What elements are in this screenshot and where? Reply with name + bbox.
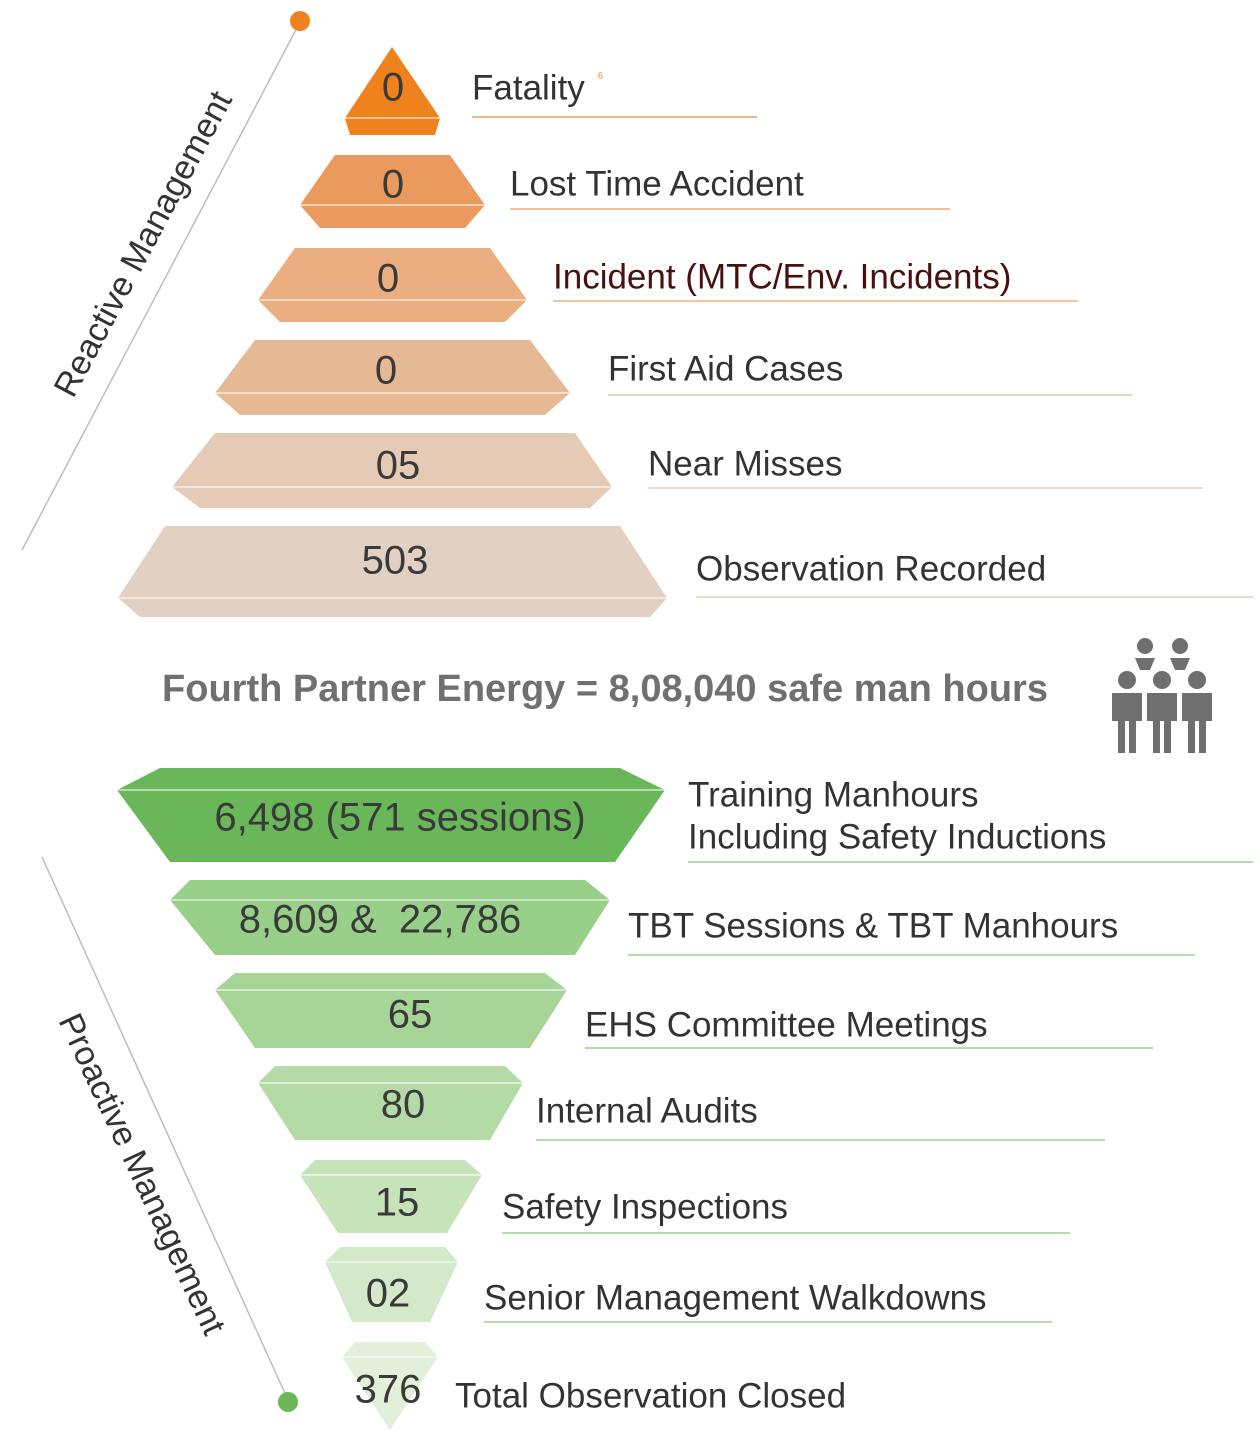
- level-value: 15: [375, 1181, 420, 1225]
- level-value: 05: [376, 444, 421, 488]
- pyramid-level: [215, 340, 570, 415]
- level-value: 8,609 & 22,786: [239, 898, 521, 942]
- level-label: Senior Management Walkdowns: [484, 1278, 987, 1317]
- funnel-level: [300, 1160, 482, 1233]
- level-label: Fatality: [472, 68, 585, 107]
- level-label: Safety Inspections: [502, 1187, 788, 1226]
- level-label: EHS Committee Meetings: [585, 1005, 988, 1044]
- reactive-axis: [21, 21, 301, 551]
- level-value: 376: [355, 1368, 422, 1412]
- funnel-level: [342, 1342, 438, 1430]
- reactive-dot: [290, 11, 310, 31]
- pyramid-level: [258, 248, 527, 322]
- funnel-level: [325, 1247, 458, 1322]
- pyramid-level: [345, 47, 440, 135]
- funnel-level: [215, 973, 567, 1048]
- level-label: Internal Audits: [536, 1091, 758, 1130]
- level-value: 65: [388, 993, 433, 1037]
- level-value: 0: [382, 163, 404, 207]
- level-value: 80: [381, 1083, 426, 1127]
- level-label: Near Misses: [648, 444, 842, 483]
- level-label: Training Manhours: [688, 775, 979, 814]
- level-label: Lost Time Accident: [510, 164, 804, 203]
- people-icon: [1112, 638, 1212, 753]
- level-label: Incident (MTC/Env. Incidents): [553, 257, 1011, 296]
- reactive-label: Reactive Management: [47, 84, 241, 403]
- level-value: 503: [362, 539, 429, 583]
- center-text: Fourth Partner Energy = 8,08,040 safe ma…: [162, 668, 1048, 710]
- proactive-axis: [41, 856, 289, 1401]
- pyramid-level: [300, 155, 485, 228]
- level-value: 02: [366, 1272, 411, 1316]
- pyramid-level: [172, 433, 612, 508]
- footnote-mark: 6: [598, 70, 603, 80]
- level-value: 0: [382, 66, 404, 110]
- funnel-level: [117, 768, 665, 862]
- level-label: Including Safety Inductions: [688, 817, 1106, 856]
- pyramid-level: [118, 526, 667, 617]
- level-value: 6,498 (571 sessions): [214, 796, 585, 840]
- proactive-label: Proactive Management: [51, 1008, 233, 1341]
- level-label: Total Observation Closed: [455, 1376, 846, 1415]
- funnel-level: [170, 880, 610, 955]
- level-label: Observation Recorded: [696, 549, 1046, 588]
- level-label: First Aid Cases: [608, 349, 843, 388]
- level-value: 0: [377, 257, 399, 301]
- proactive-dot: [278, 1392, 298, 1412]
- level-value: 0: [375, 349, 397, 393]
- funnel-level: [258, 1066, 523, 1140]
- level-label: TBT Sessions & TBT Manhours: [628, 906, 1118, 945]
